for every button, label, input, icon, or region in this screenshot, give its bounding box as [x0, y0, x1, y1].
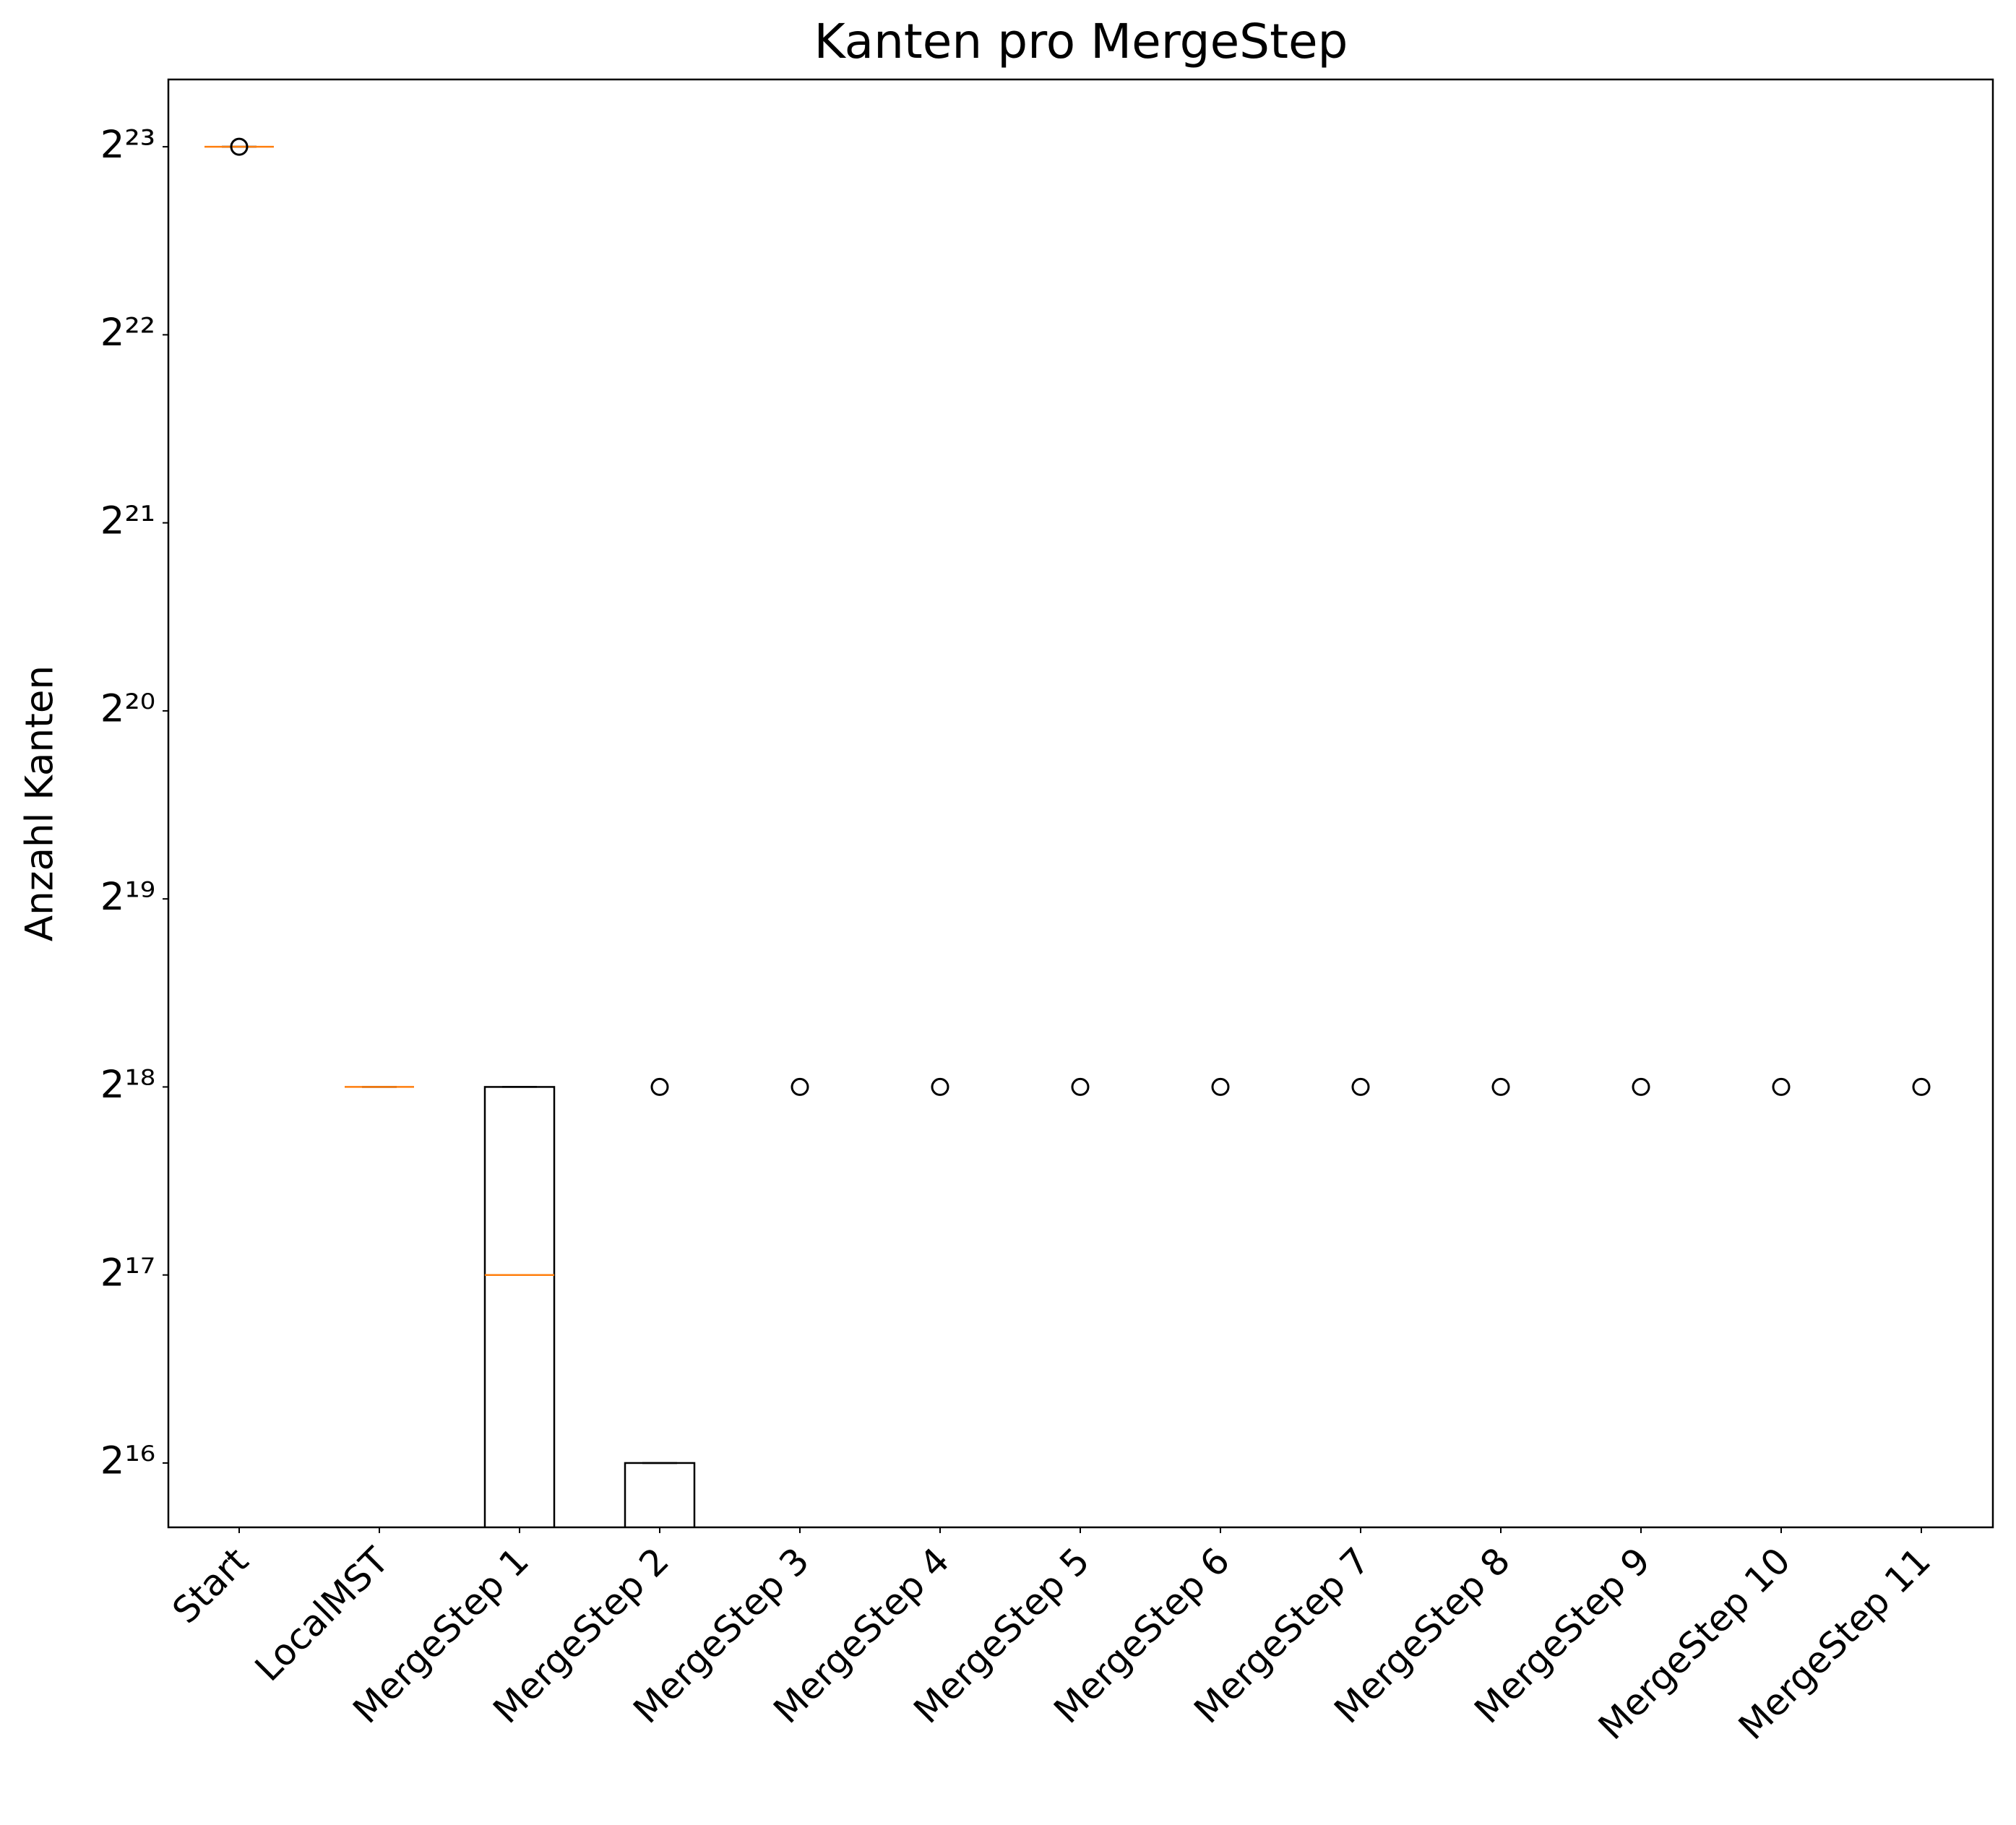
x-tick-label: LocalMST [247, 1540, 397, 1690]
y-tick-label: 2²³ [100, 123, 155, 167]
flier [1772, 1077, 1791, 1096]
box [483, 1086, 556, 1527]
flier [230, 137, 249, 156]
flier [1632, 1077, 1650, 1096]
flier [1491, 1077, 1510, 1096]
flier [1211, 1077, 1230, 1096]
flier [931, 1077, 949, 1096]
y-tick-label: 2¹⁹ [100, 875, 155, 919]
box [624, 1462, 696, 1527]
x-tick-label: Start [165, 1540, 257, 1631]
plot-frame [167, 78, 1994, 1529]
flier [1351, 1077, 1370, 1096]
y-tick-label: 2¹⁶ [100, 1439, 155, 1483]
plot-area [204, 137, 1931, 1527]
flier [791, 1077, 809, 1096]
flier [650, 1077, 669, 1096]
flier [1912, 1077, 1931, 1096]
y-tick-label: 2²¹ [100, 499, 155, 543]
flier [1071, 1077, 1090, 1096]
chart-title: Kanten pro MergeStep [814, 14, 1348, 69]
y-tick-label: 2²² [100, 311, 155, 355]
y-tick-label: 2¹⁷ [100, 1251, 155, 1295]
y-tick-label: 2¹⁸ [100, 1063, 155, 1107]
y-axis-label: Anzahl Kanten [18, 665, 62, 941]
y-tick-label: 2²⁰ [100, 687, 155, 731]
